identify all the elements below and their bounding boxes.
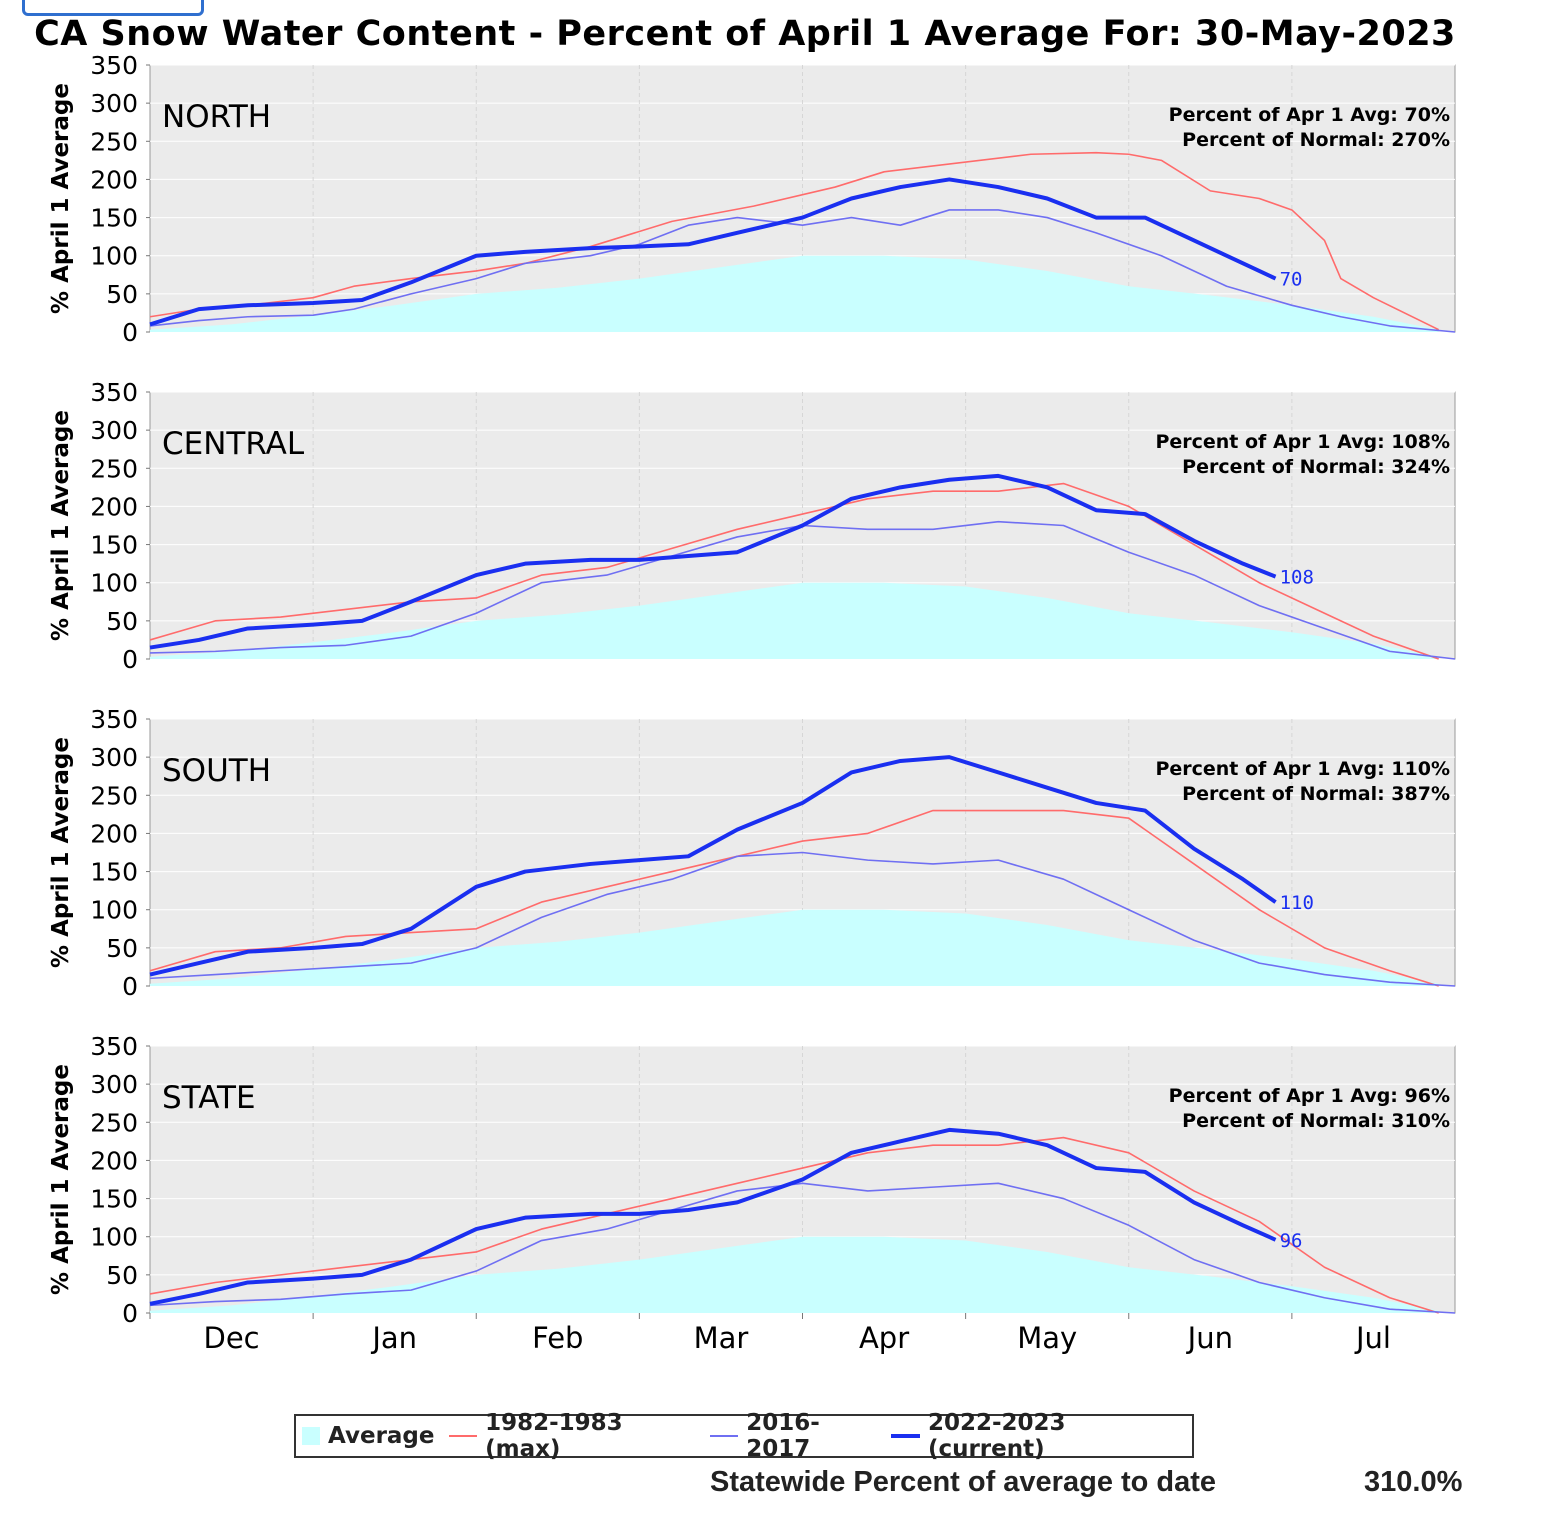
x-tick-label: Dec bbox=[204, 1321, 260, 1355]
data-label-current-end: 110 bbox=[1280, 892, 1314, 914]
y-tick-label: 250 bbox=[90, 454, 138, 483]
y-tick-label: 0 bbox=[122, 972, 138, 1001]
y-tick-label: 100 bbox=[90, 569, 138, 598]
y-tick-label: 50 bbox=[106, 280, 138, 309]
legend-swatch-1982-1983 bbox=[448, 1435, 478, 1437]
y-tick-label: 100 bbox=[90, 896, 138, 925]
y-tick-label: 200 bbox=[90, 165, 138, 194]
y-tick-label: 250 bbox=[90, 1108, 138, 1137]
y-tick-label: 100 bbox=[90, 242, 138, 271]
panel-north: 70 0 50 100 150 200 250 300 350 % April 1 Average… bbox=[48, 51, 1456, 347]
y-tick-label: 350 bbox=[90, 705, 138, 734]
legend-swatch-2016-2017 bbox=[709, 1435, 739, 1437]
legend-label-average: Average bbox=[328, 1423, 435, 1449]
series-average-area bbox=[150, 582, 1439, 659]
legend-swatch-average bbox=[302, 1427, 320, 1445]
y-tick-label: 50 bbox=[106, 607, 138, 636]
panel-stat-1: Percent of Normal: 270% bbox=[1182, 129, 1450, 151]
legend-swatch-2022-2023 bbox=[891, 1434, 920, 1438]
y-tick-label: 200 bbox=[90, 492, 138, 521]
chart-canvas: 70 0 50 100 150 200 250 300 350 % April 1 Average… bbox=[48, 51, 1456, 1355]
y-tick-label: 50 bbox=[106, 1261, 138, 1290]
panel-central: 108 0 50 100 150 200 250 300 350 % April 1 Averag… bbox=[48, 378, 1456, 674]
panel-stat-0: Percent of Apr 1 Avg: 110% bbox=[1155, 758, 1450, 780]
y-axis-label: % April 1 Average bbox=[48, 410, 74, 641]
panel-south: 110 0 50 100 150 200 250 300 350 % April 1 Averag… bbox=[48, 705, 1456, 1001]
panel-stat-0: Percent of Apr 1 Avg: 70% bbox=[1169, 104, 1450, 126]
panel-title: STATE bbox=[162, 1080, 256, 1116]
y-tick-label: 250 bbox=[90, 781, 138, 810]
x-tick-label: Mar bbox=[694, 1321, 749, 1355]
series-line-2016-2017 bbox=[149, 851, 1456, 987]
x-tick-label: Jan bbox=[370, 1321, 417, 1355]
series-average-area bbox=[150, 1236, 1439, 1313]
panel-stat-0: Percent of Apr 1 Avg: 96% bbox=[1169, 1085, 1450, 1107]
series-line-2022-2023-current bbox=[149, 177, 1277, 327]
legend-item-2022-2023: 2022-2023 (current) bbox=[891, 1410, 1178, 1462]
y-tick-label: 0 bbox=[122, 318, 138, 347]
y-tick-label: 150 bbox=[90, 531, 138, 560]
y-tick-label: 200 bbox=[90, 1146, 138, 1175]
y-tick-label: 0 bbox=[122, 645, 138, 674]
series-line-2022-2023-current bbox=[149, 755, 1277, 977]
y-tick-label: 300 bbox=[90, 416, 138, 445]
panel-stat-1: Percent of Normal: 387% bbox=[1182, 783, 1450, 805]
legend-label-2022-2023: 2022-2023 (current) bbox=[927, 1410, 1066, 1462]
legend-item-2016-2017: 2016-2017 bbox=[709, 1410, 878, 1462]
y-tick-label: 350 bbox=[90, 51, 138, 80]
statewide-percent-value: 310.0% bbox=[1364, 1466, 1463, 1498]
series-line-1982-1983-max bbox=[149, 151, 1440, 331]
data-label-current-end: 96 bbox=[1280, 1230, 1303, 1252]
x-tick-label: May bbox=[1017, 1321, 1077, 1355]
statewide-percent-label: Statewide Percent of average to date bbox=[710, 1466, 1217, 1498]
x-tick-label: Jun bbox=[1186, 1321, 1233, 1355]
y-tick-label: 50 bbox=[106, 934, 138, 963]
y-tick-label: 150 bbox=[90, 204, 138, 233]
legend-label-1982-1983: 1982-1983 (max) bbox=[485, 1410, 623, 1462]
panel-state: 96 0 50 100 150 200 250 300 350 % April 1 Average… bbox=[48, 1032, 1456, 1355]
series-line-2016-2017 bbox=[149, 209, 1456, 333]
series-line-2016-2017 bbox=[149, 1182, 1456, 1314]
legend: Average 1982-1983 (max) 2016-2017 2022-2… bbox=[294, 1410, 1194, 1462]
y-tick-label: 150 bbox=[90, 858, 138, 887]
x-tick-label: Feb bbox=[532, 1321, 583, 1355]
data-label-current-end: 108 bbox=[1280, 567, 1314, 589]
y-tick-label: 200 bbox=[90, 819, 138, 848]
legend-item-average: Average bbox=[302, 1423, 435, 1449]
series-line-1982-1983-max bbox=[149, 482, 1439, 660]
y-tick-label: 250 bbox=[90, 127, 138, 156]
chart-title: CA Snow Water Content - Percent of April… bbox=[34, 14, 1456, 54]
y-axis-label: % April 1 Average bbox=[48, 83, 74, 314]
top-partial-button[interactable] bbox=[22, 0, 204, 16]
y-tick-label: 0 bbox=[122, 1299, 138, 1328]
series-line-1982-1983-max bbox=[149, 1136, 1439, 1314]
y-tick-label: 100 bbox=[90, 1223, 138, 1252]
data-label-current-end: 70 bbox=[1280, 269, 1303, 291]
y-tick-label: 150 bbox=[90, 1185, 138, 1214]
y-tick-label: 350 bbox=[90, 1032, 138, 1061]
y-tick-label: 350 bbox=[90, 378, 138, 407]
panel-title: SOUTH bbox=[162, 753, 271, 789]
x-tick-label: Jul bbox=[1354, 1321, 1391, 1355]
panel-stat-0: Percent of Apr 1 Avg: 108% bbox=[1155, 431, 1450, 453]
legend-label-2016-2017: 2016-2017 bbox=[746, 1410, 820, 1462]
panel-title: CENTRAL bbox=[162, 426, 305, 462]
panel-stat-1: Percent of Normal: 310% bbox=[1182, 1110, 1450, 1132]
series-line-2022-2023-current bbox=[149, 473, 1277, 650]
series-average-area bbox=[150, 909, 1439, 986]
legend-item-1982-1983: 1982-1983 (max) bbox=[448, 1410, 696, 1462]
series-line-2022-2023-current bbox=[149, 1127, 1277, 1306]
y-tick-label: 300 bbox=[90, 743, 138, 772]
y-axis-label: % April 1 Average bbox=[48, 1064, 74, 1295]
panel-title: NORTH bbox=[162, 99, 271, 135]
y-tick-label: 300 bbox=[90, 89, 138, 118]
y-tick-label: 300 bbox=[90, 1070, 138, 1099]
series-line-1982-1983-max bbox=[149, 809, 1439, 987]
x-tick-label: Apr bbox=[859, 1321, 909, 1355]
y-axis-label: % April 1 Average bbox=[48, 737, 74, 968]
series-average-area bbox=[150, 255, 1439, 332]
panel-stat-1: Percent of Normal: 324% bbox=[1182, 456, 1450, 478]
